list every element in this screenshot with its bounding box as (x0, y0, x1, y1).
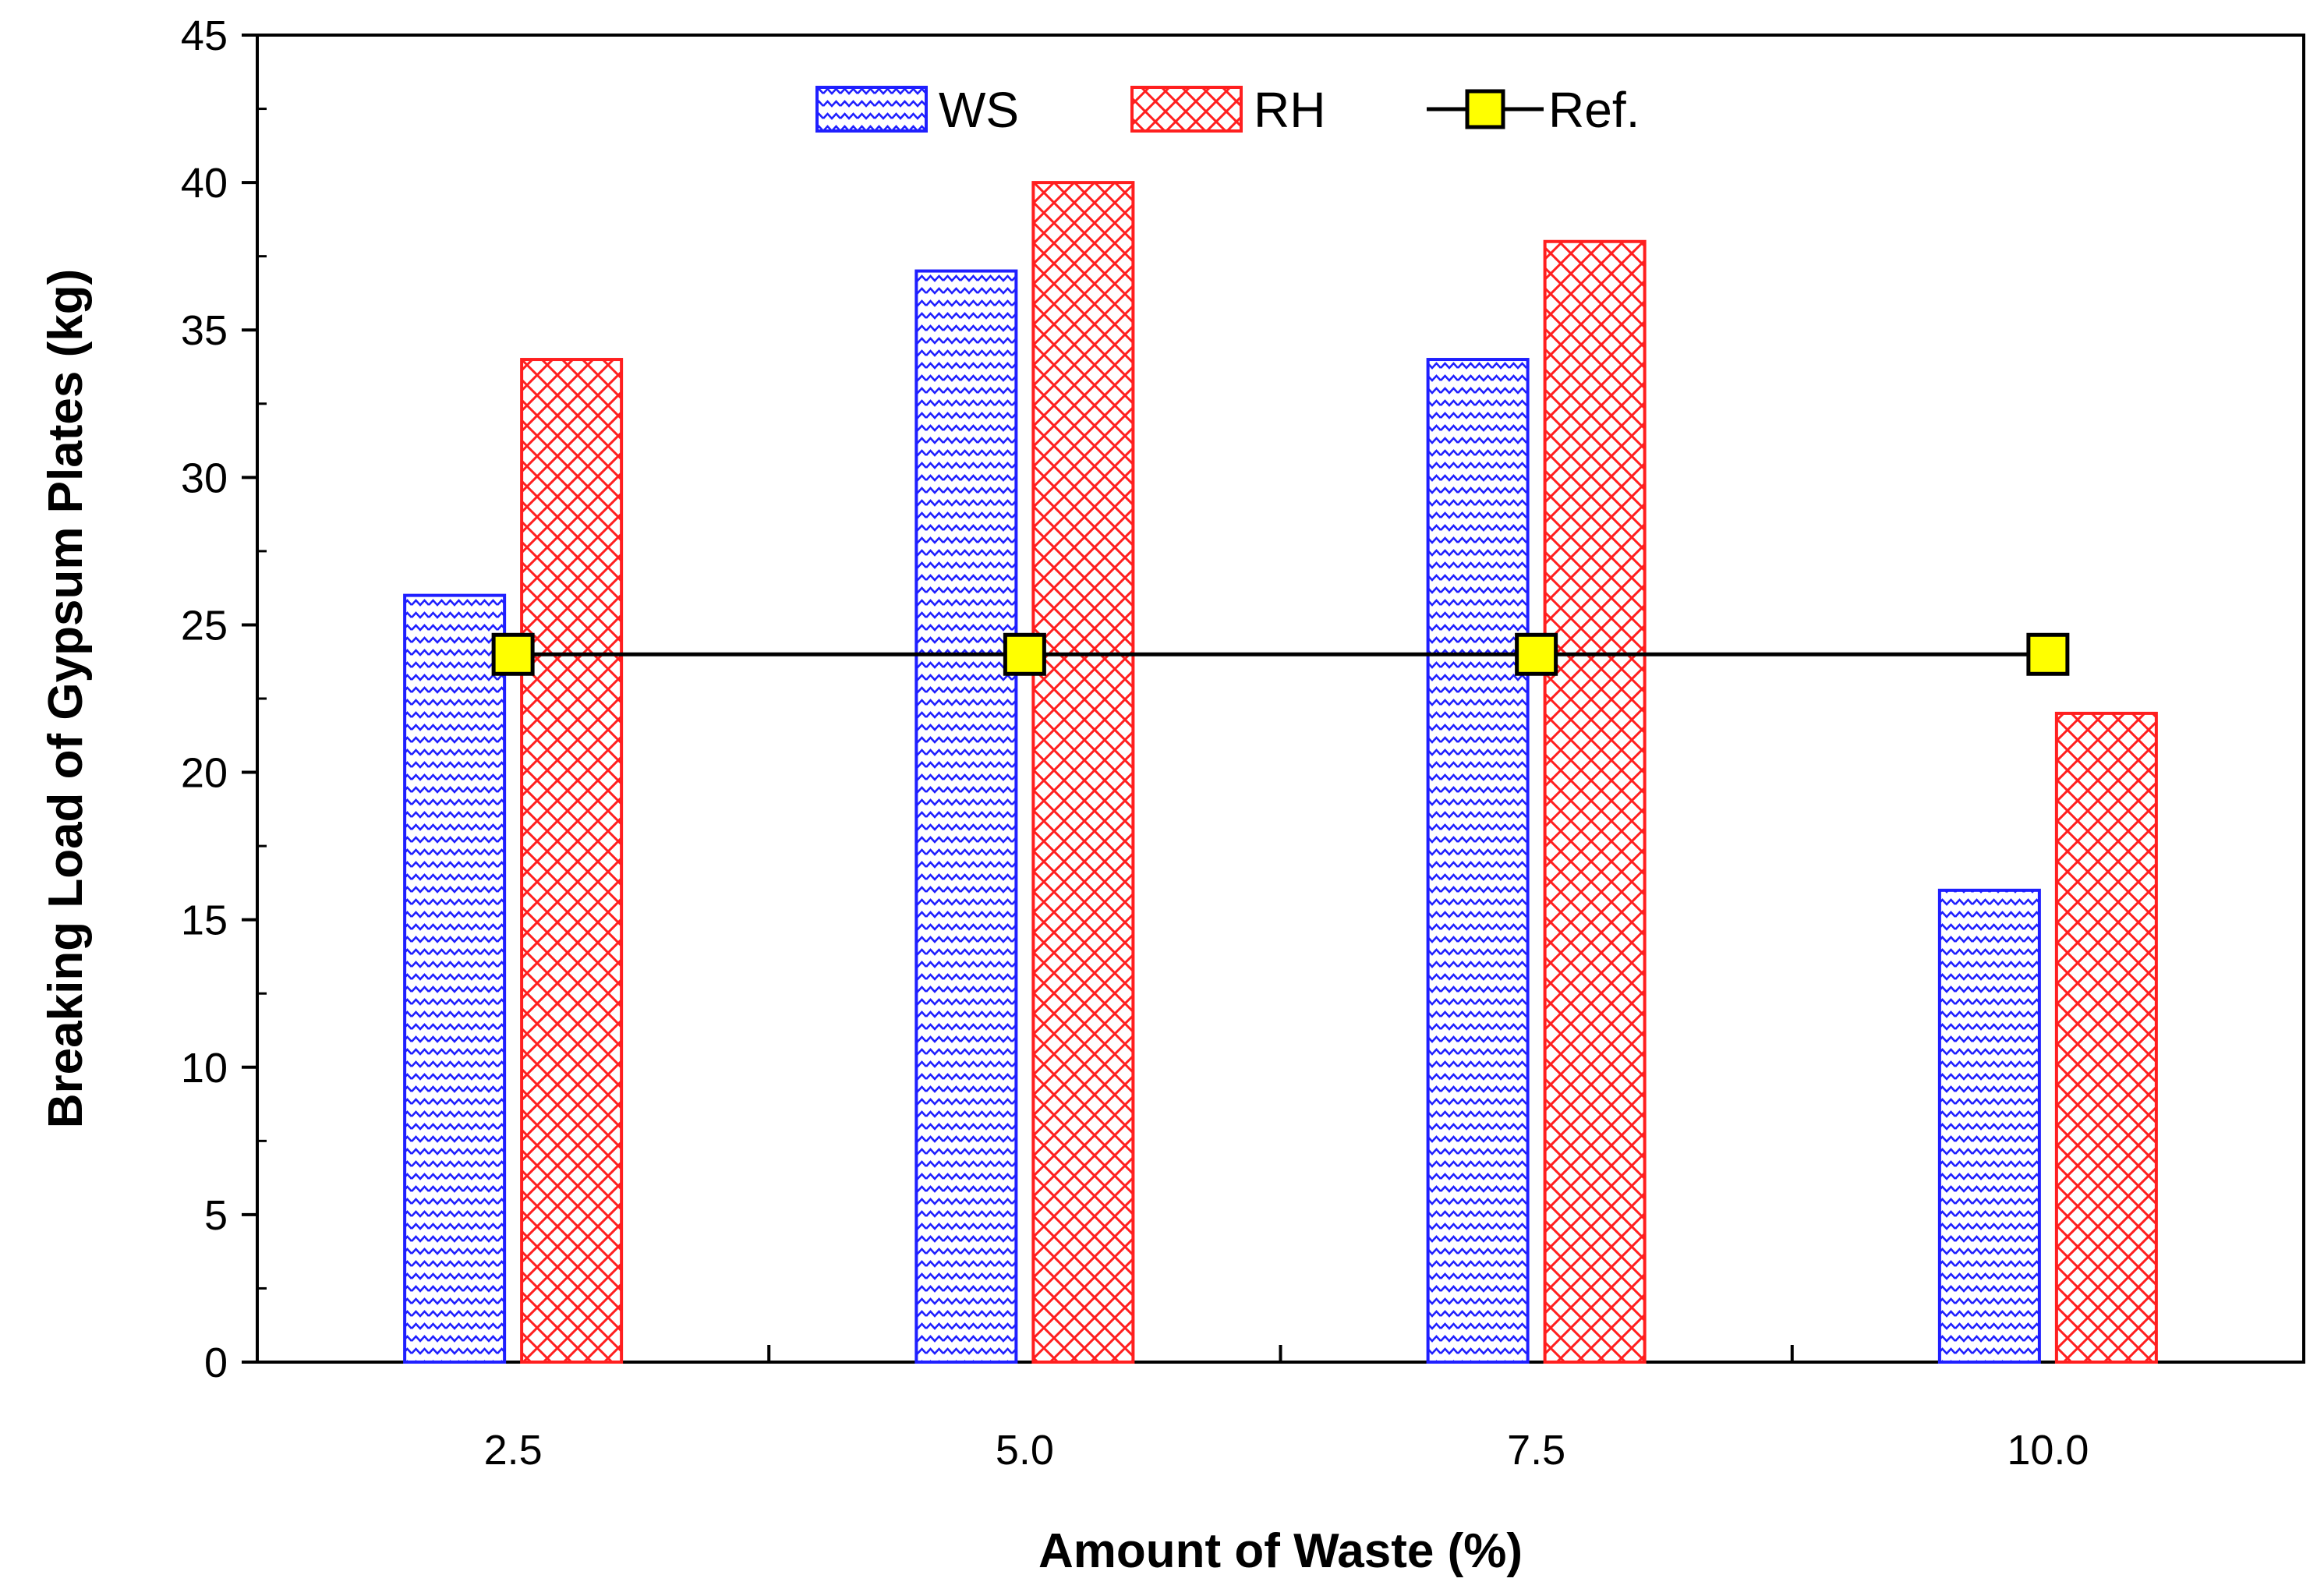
x-tick-label: 5.0 (996, 1427, 1054, 1474)
bar-rh-2.5 (520, 358, 624, 1364)
ref-marker-5.0 (1003, 632, 1046, 676)
legend-swatch-rh (1130, 86, 1243, 133)
bar-rh-7.5 (1543, 239, 1647, 1364)
y-tick-label: 20 (181, 750, 228, 797)
x-tick-label: 2.5 (484, 1427, 543, 1474)
legend: WS RH Ref. (815, 82, 1640, 138)
bar-rh-10.0 (2054, 711, 2158, 1364)
y-tick-label: 15 (181, 897, 228, 944)
ref-marker-10.0 (2026, 632, 2070, 676)
y-tick-label: 45 (181, 12, 228, 59)
bar-ws-10.0 (1937, 888, 2041, 1364)
legend-label-rh: RH (1254, 82, 1325, 138)
y-tick-label: 0 (204, 1339, 228, 1386)
x-axis-title: Amount of Waste (%) (1038, 1524, 1523, 1578)
ref-marker-2.5 (491, 632, 535, 676)
legend-label-ref: Ref. (1548, 82, 1640, 138)
x-tick-label: 7.5 (1507, 1427, 1565, 1474)
bar-ws-2.5 (403, 593, 507, 1364)
bar-ws-5.0 (914, 269, 1018, 1364)
y-tick-label: 40 (181, 160, 228, 207)
ref-series (491, 632, 2070, 676)
legend-marker-ref (1465, 89, 1505, 129)
y-axis: 0 5 10 15 20 25 30 35 40 45 (181, 12, 267, 1386)
ref-marker-7.5 (1515, 632, 1558, 676)
x-axis: 2.5 5.0 7.5 10.0 (484, 1345, 2089, 1474)
bars (403, 181, 2158, 1364)
y-tick-label: 30 (181, 455, 228, 501)
y-tick-label: 10 (181, 1045, 228, 1092)
bar-ws-7.5 (1426, 358, 1530, 1364)
x-tick-label: 10.0 (2007, 1427, 2089, 1474)
bar-rh-5.0 (1031, 181, 1135, 1364)
y-tick-label: 25 (181, 602, 228, 649)
y-tick-label: 5 (204, 1192, 228, 1239)
legend-swatch-ws (815, 86, 928, 133)
y-axis-title: Breaking Load of Gypsum Plates (kg) (39, 269, 93, 1128)
y-tick-label: 35 (181, 307, 228, 354)
legend-label-ws: WS (939, 82, 1019, 138)
